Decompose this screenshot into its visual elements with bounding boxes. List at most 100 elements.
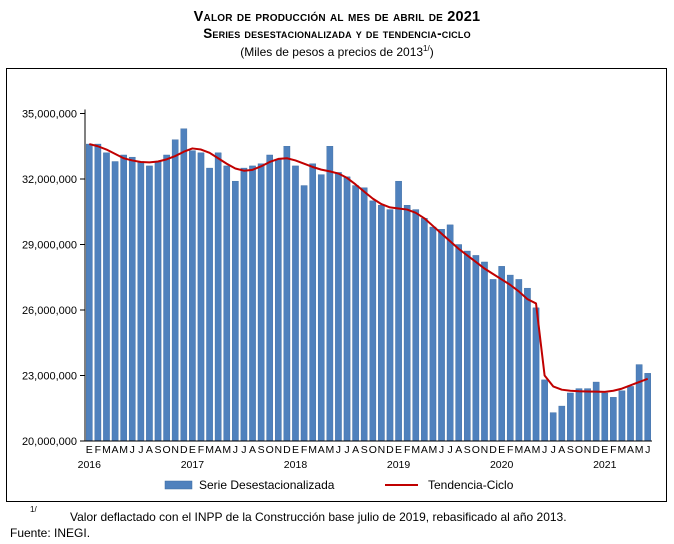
x-tick-label: N	[481, 444, 489, 456]
x-tick-label: A	[627, 444, 634, 456]
x-tick-label: O	[472, 444, 480, 456]
bar	[197, 152, 205, 442]
bar	[154, 161, 162, 442]
x-tick-label: M	[325, 444, 334, 456]
bar	[223, 165, 231, 442]
x-tick-label: A	[146, 444, 153, 456]
footnote-text: Valor deflactado con el INPP de la Const…	[70, 510, 567, 524]
x-tick-label: N	[275, 444, 283, 456]
x-tick-label: A	[558, 444, 565, 456]
x-tick-label: F	[198, 444, 204, 456]
x-tick-label: E	[395, 444, 402, 456]
bar	[309, 163, 316, 442]
x-tick-label: S	[567, 444, 574, 456]
bar	[575, 388, 583, 442]
year-label: 2016	[78, 459, 102, 471]
bar	[369, 200, 377, 442]
x-tick-label: M	[429, 444, 438, 456]
x-tick-label: S	[361, 444, 368, 456]
x-tick-label: S	[464, 444, 471, 456]
bar	[146, 165, 153, 442]
x-tick-label: M	[514, 444, 523, 456]
x-tick-label: J	[645, 444, 650, 456]
x-tick-label: A	[215, 444, 222, 456]
bar	[283, 146, 291, 442]
x-tick-label: M	[119, 444, 128, 456]
x-tick-label: A	[455, 444, 462, 456]
bar	[412, 209, 420, 442]
bar	[163, 154, 170, 442]
x-tick-label: J	[344, 444, 349, 456]
bar	[292, 165, 299, 442]
x-tick-label: J	[439, 444, 444, 456]
x-tick-label: N	[584, 444, 592, 456]
bar	[515, 279, 523, 442]
bar	[541, 379, 548, 442]
bar	[421, 218, 428, 442]
x-tick-label: J	[233, 444, 238, 456]
y-tick-label: 35,000,000	[22, 109, 77, 121]
x-tick-label: A	[524, 444, 531, 456]
bar	[94, 143, 102, 442]
bar	[524, 287, 531, 442]
bar	[610, 397, 617, 442]
x-tick-label: F	[507, 444, 513, 456]
bar	[567, 392, 574, 442]
bar	[472, 255, 480, 442]
year-label: 2019	[387, 459, 411, 471]
x-tick-label: J	[138, 444, 143, 456]
year-label: 2020	[490, 459, 514, 471]
y-tick-label: 20,000,000	[22, 436, 77, 448]
x-tick-label: E	[498, 444, 505, 456]
bar	[644, 373, 651, 442]
x-tick-label: E	[189, 444, 196, 456]
x-tick-label: N	[378, 444, 386, 456]
bar	[464, 250, 471, 442]
bar	[386, 209, 394, 442]
bar	[601, 392, 609, 442]
x-tick-label: D	[386, 444, 394, 456]
x-tick-label: J	[542, 444, 547, 456]
legend-line-label: Tendencia-Ciclo	[428, 478, 514, 492]
x-tick-label: O	[163, 444, 171, 456]
bar	[498, 266, 505, 442]
x-tick-label: M	[411, 444, 420, 456]
bar	[326, 146, 334, 442]
bar	[111, 161, 119, 442]
bar	[300, 185, 308, 442]
x-tick-label: D	[180, 444, 188, 456]
bar	[360, 187, 368, 442]
bar	[189, 150, 196, 442]
x-tick-label: F	[404, 444, 410, 456]
x-tick-label: J	[551, 444, 556, 456]
bar	[317, 174, 325, 442]
units-note-sup: 1/	[423, 44, 430, 53]
bar	[232, 180, 239, 442]
x-tick-label: J	[130, 444, 135, 456]
bar	[455, 244, 462, 442]
bar	[506, 274, 514, 442]
x-tick-label: M	[308, 444, 317, 456]
bar	[489, 279, 497, 442]
bar	[438, 229, 445, 442]
bar	[352, 185, 359, 442]
y-tick-label: 23,000,000	[22, 371, 77, 383]
x-tick-label: O	[575, 444, 583, 456]
x-tick-label: A	[112, 444, 119, 456]
bar	[446, 224, 454, 442]
x-tick-label: J	[447, 444, 452, 456]
bar	[85, 143, 93, 442]
legend-bar-swatch	[164, 480, 193, 490]
bar	[549, 412, 557, 442]
bar	[120, 154, 127, 442]
bar	[335, 172, 342, 442]
x-tick-label: M	[532, 444, 541, 456]
chart-frame	[6, 68, 667, 502]
chart-title: Valor de producción al mes de abril de 2…	[193, 9, 481, 25]
bar	[343, 176, 351, 442]
x-tick-label: F	[95, 444, 101, 456]
x-tick-label: N	[171, 444, 179, 456]
bar	[627, 386, 634, 442]
x-tick-label: A	[318, 444, 325, 456]
